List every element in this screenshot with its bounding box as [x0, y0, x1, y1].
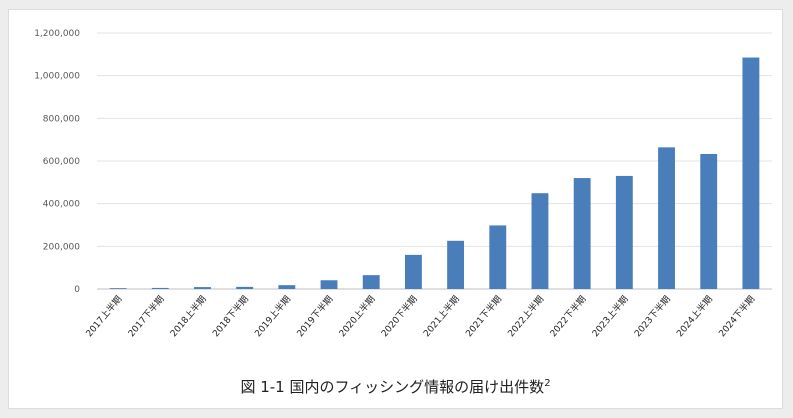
x-tick-label: 2017下半期 — [125, 293, 166, 339]
y-tick-label: 1,200,000 — [34, 29, 80, 39]
y-tick-labels: 0 200,000 400,000 600,000 800,000 1,000,000 1,… — [34, 29, 80, 295]
bar — [151, 287, 169, 289]
y-tick-label: 800,000 — [43, 114, 80, 124]
bar — [447, 240, 465, 289]
bar — [573, 178, 591, 289]
bar — [700, 153, 718, 289]
x-tick-label: 2019上半期 — [252, 293, 293, 339]
x-tick-label: 2023上半期 — [589, 293, 630, 339]
bar — [362, 275, 380, 289]
x-tick-label: 2024下半期 — [716, 293, 757, 339]
x-tick-label: 2022上半期 — [505, 293, 546, 339]
y-tick-label: 1,000,000 — [34, 72, 80, 82]
caption-text: 図 1-1 国内のフィッシング情報の届け出件数 — [240, 378, 545, 396]
y-tick-label: 200,000 — [43, 242, 80, 252]
bar — [278, 285, 296, 289]
y-tick-label: 600,000 — [43, 157, 80, 167]
y-tick-label: 400,000 — [43, 200, 80, 210]
bar — [194, 287, 211, 289]
bar — [109, 288, 127, 289]
x-tick-label: 2018下半期 — [210, 293, 251, 339]
bar — [404, 254, 422, 289]
bar — [658, 147, 675, 289]
y-tick-label: 0 — [74, 285, 80, 295]
figure-caption: 図 1-1 国内のフィッシング情報の届け出件数2 — [9, 376, 782, 397]
gridlines — [97, 32, 772, 290]
bar — [489, 225, 507, 289]
x-tick-label: 2017上半期 — [83, 293, 124, 339]
bar — [742, 57, 760, 290]
x-tick-label: 2020下半期 — [378, 293, 419, 339]
x-tick-label: 2020上半期 — [336, 293, 377, 339]
chart-frame: 0 200,000 400,000 600,000 800,000 1,000,000 1,… — [8, 9, 783, 409]
bar — [531, 193, 549, 289]
x-tick-labels: 2017上半期 2017下半期 2018上半期 2018下半期 2019上半期 2019下… — [83, 293, 757, 339]
bar — [615, 175, 633, 289]
bar — [320, 280, 338, 289]
x-tick-label: 2018上半期 — [167, 293, 208, 339]
x-tick-label: 2021下半期 — [463, 293, 504, 339]
x-tick-label: 2019下半期 — [294, 293, 335, 339]
bar-chart: 0 200,000 400,000 600,000 800,000 1,000,000 1,… — [34, 29, 772, 339]
x-tick-label: 2023下半期 — [632, 293, 673, 339]
x-tick-label: 2022下半期 — [547, 293, 588, 339]
bar — [236, 286, 254, 289]
caption-footnote-mark: 2 — [544, 378, 551, 389]
x-tick-label: 2024上半期 — [674, 293, 715, 339]
bars — [109, 57, 760, 290]
x-tick-label: 2021上半期 — [421, 293, 462, 339]
